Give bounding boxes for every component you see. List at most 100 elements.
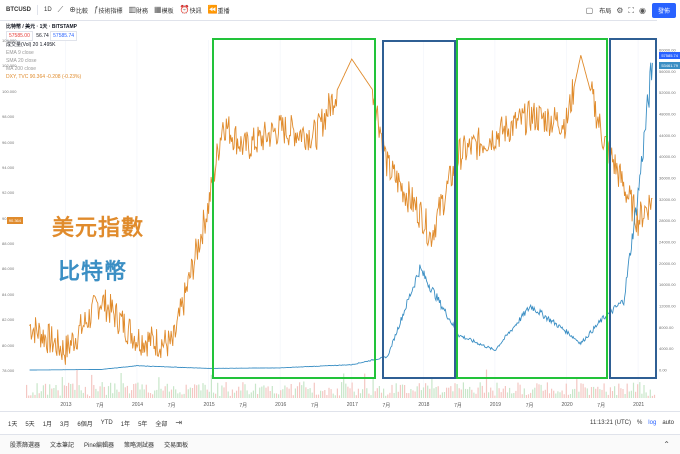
sell-price[interactable]: 57585.00 (6, 31, 33, 41)
volume-bar (366, 388, 368, 398)
clock-display[interactable]: 11:13:21 (UTC) (590, 420, 631, 426)
left-axis-tick: 82.000 (2, 317, 15, 323)
volume-bar (238, 386, 240, 398)
range-5y[interactable]: 5年 (138, 421, 148, 428)
volume-bar (347, 386, 349, 398)
volume-bar (229, 395, 231, 398)
volume-bar (299, 382, 301, 398)
volume-bar (538, 384, 540, 398)
volume-bar (597, 386, 599, 398)
financials-button[interactable]: ▥ 財務 (128, 6, 148, 15)
volume-bar (38, 393, 40, 398)
camera-icon[interactable]: ◉ (639, 5, 646, 15)
interval-selector[interactable]: 1D (44, 7, 52, 13)
volume-bar (185, 384, 187, 398)
volume-bar (576, 378, 578, 398)
log-toggle[interactable]: log (648, 420, 657, 426)
compare-button[interactable]: ⊕ 比較 (69, 6, 88, 15)
footer-tab-pine[interactable]: Pine編輯器 (84, 443, 115, 449)
volume-bar (527, 394, 530, 398)
date-range-icon[interactable]: ⇥ (175, 418, 183, 427)
template-icon: ▦ (154, 5, 162, 14)
volume-bar (506, 392, 509, 398)
volume-bar (496, 382, 498, 398)
volume-bar (410, 389, 412, 398)
main-chart[interactable]: 60000.00 56000.00 52000.00 48000.00 44000.00… (0, 20, 680, 400)
volume-bar (387, 394, 389, 398)
volume-bar (250, 392, 252, 398)
range-6m[interactable]: 6個月 (77, 421, 93, 428)
indicators-button[interactable]: ƒ 技術指標 (94, 6, 122, 15)
volume-bar (586, 388, 588, 398)
volume-bar (391, 384, 393, 398)
volume-bar (595, 388, 597, 398)
percent-toggle[interactable]: % (636, 420, 643, 426)
volume-bar (653, 394, 656, 398)
left-axis-tick: 102.000 (2, 63, 17, 69)
volume-bar (404, 385, 406, 398)
layout-button[interactable]: 布局 (599, 9, 612, 15)
left-axis-tick: 94.000 (2, 164, 15, 170)
buy-price[interactable]: 57585.74 (50, 31, 78, 41)
templates-button[interactable]: ▦ 模板 (154, 6, 174, 15)
volume-bar (584, 387, 586, 398)
volume-bar (145, 384, 147, 398)
settings-icon[interactable]: ⚙ (616, 5, 624, 15)
left-axis-tick: 84.000 (2, 291, 15, 297)
range-1y[interactable]: 1年 (120, 421, 131, 428)
right-axis-tick: 28000.00 (659, 218, 676, 223)
range-1d[interactable]: 1天 (8, 421, 18, 428)
volume-bar (561, 390, 563, 398)
range-5d[interactable]: 5天 (25, 421, 35, 428)
volume-bar (574, 388, 576, 398)
volume-bar (441, 392, 443, 398)
volume-bar (349, 388, 351, 398)
volume-bar (456, 384, 458, 398)
volume-bar (236, 390, 238, 398)
footer-tab-notes[interactable]: 文本筆記 (50, 443, 75, 449)
legend-title: 比特幣 / 美元 · 1天 · BITSTAMP (6, 24, 78, 30)
volume-bar (284, 385, 286, 398)
volume-bar (273, 393, 275, 398)
chart-legend: 比特幣 / 美元 · 1天 · BITSTAMP 57585.00 56.74 … (6, 23, 81, 81)
volume-bar (137, 382, 139, 398)
volume-bar (267, 386, 269, 398)
footer-tab-screener[interactable]: 股票篩選器 (10, 443, 41, 449)
volume-bar (414, 391, 416, 398)
footer-tab-trading[interactable]: 交易面板 (164, 443, 189, 449)
volume-bar (433, 388, 435, 398)
volume-bar (233, 392, 236, 398)
volume-bar (154, 390, 156, 398)
volume-bar (240, 390, 242, 398)
volume-bar (355, 395, 357, 398)
range-1m[interactable]: 1月 (42, 421, 53, 428)
symbol-search[interactable]: BTCUSD (6, 7, 31, 13)
volume-bar (416, 386, 418, 398)
collapse-panel-icon[interactable]: ⌃ (663, 439, 670, 449)
publish-button[interactable]: 發佈 (651, 3, 676, 18)
volume-bar (374, 391, 376, 398)
range-ytd[interactable]: YTD (100, 420, 113, 426)
volume-bar (252, 390, 254, 398)
range-all[interactable]: 全部 (155, 421, 168, 428)
volume-bar (74, 389, 76, 398)
layout-grid-icon[interactable]: ▢ (585, 5, 594, 15)
volume-bar (477, 387, 479, 398)
range-3m[interactable]: 3月 (60, 421, 70, 428)
volume-bar (55, 385, 57, 398)
auto-toggle[interactable]: auto (662, 420, 674, 426)
volume-bar (282, 389, 284, 398)
alert-button[interactable]: ⏰ 快訊 (180, 6, 202, 15)
footer-tab-strategy[interactable]: 策略測試器 (124, 443, 155, 449)
volume-bar (559, 392, 561, 398)
chart-area[interactable]: 60000.00 56000.00 52000.00 48000.00 44000.00… (0, 20, 680, 400)
replay-button[interactable]: ⏪ 重播 (208, 6, 230, 15)
time-axis[interactable]: 2013 7月 2014 7月 2015 7月 2016 7月 2017 7月 2018 7月 2019… (0, 400, 656, 411)
bar-style-button[interactable]: ⟋ (58, 6, 64, 14)
fullscreen-icon[interactable]: ⛶ (628, 5, 634, 15)
volume-bar (126, 385, 128, 398)
volume-bar (372, 377, 374, 398)
volume-bar (431, 378, 433, 398)
volume-bar (590, 387, 593, 398)
volume-bar (227, 391, 229, 398)
